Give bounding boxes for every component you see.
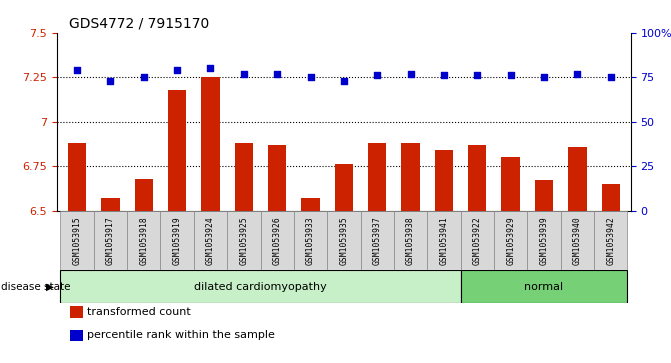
Text: GSM1053917: GSM1053917 — [106, 216, 115, 265]
Bar — [401, 143, 420, 211]
Text: GSM1053922: GSM1053922 — [473, 216, 482, 265]
Bar — [501, 157, 520, 211]
Text: normal: normal — [525, 282, 564, 292]
Text: GSM1053942: GSM1053942 — [606, 216, 615, 265]
Bar — [360, 211, 394, 270]
Bar — [594, 211, 627, 270]
Point — [539, 74, 550, 80]
Point — [272, 71, 282, 77]
Text: GDS4772 / 7915170: GDS4772 / 7915170 — [68, 16, 209, 30]
Bar — [527, 211, 561, 270]
Bar — [468, 145, 486, 211]
Text: GSM1053941: GSM1053941 — [440, 216, 448, 265]
Text: disease state: disease state — [1, 282, 70, 292]
Bar — [460, 270, 627, 303]
Text: GSM1053940: GSM1053940 — [573, 216, 582, 265]
Bar — [460, 211, 494, 270]
Point — [205, 65, 216, 71]
Bar — [535, 180, 553, 211]
Bar — [194, 211, 227, 270]
Text: percentile rank within the sample: percentile rank within the sample — [87, 330, 275, 340]
Text: GSM1053929: GSM1053929 — [506, 216, 515, 265]
Bar — [327, 211, 360, 270]
Bar — [94, 211, 127, 270]
Bar — [494, 211, 527, 270]
Point — [505, 73, 516, 78]
Bar — [60, 270, 460, 303]
Bar — [335, 164, 353, 211]
Point — [238, 71, 249, 77]
Text: GSM1053938: GSM1053938 — [406, 216, 415, 265]
Bar — [602, 184, 620, 211]
Bar — [294, 211, 327, 270]
Point — [338, 78, 349, 83]
Point — [605, 74, 616, 80]
Bar — [135, 179, 153, 211]
Text: transformed count: transformed count — [87, 307, 191, 317]
Bar — [127, 211, 160, 270]
Point — [439, 73, 450, 78]
Bar — [368, 143, 386, 211]
Point — [72, 67, 83, 73]
Bar — [427, 211, 460, 270]
Text: GSM1053933: GSM1053933 — [306, 216, 315, 265]
Point — [172, 67, 183, 73]
Bar — [301, 198, 319, 211]
Point — [372, 73, 382, 78]
Bar — [101, 198, 119, 211]
Bar — [435, 150, 453, 211]
Text: GSM1053939: GSM1053939 — [539, 216, 548, 265]
Text: ▶: ▶ — [46, 282, 54, 292]
Point — [472, 73, 482, 78]
Point — [138, 74, 149, 80]
Bar — [561, 211, 594, 270]
Text: GSM1053919: GSM1053919 — [172, 216, 182, 265]
Text: GSM1053926: GSM1053926 — [272, 216, 282, 265]
Bar — [60, 211, 94, 270]
Bar — [201, 77, 219, 211]
Text: GSM1053915: GSM1053915 — [72, 216, 82, 265]
Bar — [160, 211, 194, 270]
Bar — [68, 143, 86, 211]
Text: GSM1053924: GSM1053924 — [206, 216, 215, 265]
Text: GSM1053937: GSM1053937 — [373, 216, 382, 265]
Bar — [268, 145, 287, 211]
Bar — [235, 143, 253, 211]
Text: dilated cardiomyopathy: dilated cardiomyopathy — [194, 282, 327, 292]
Point — [405, 71, 416, 77]
Point — [105, 78, 116, 83]
Bar — [227, 211, 260, 270]
Text: GSM1053935: GSM1053935 — [340, 216, 348, 265]
Bar — [394, 211, 427, 270]
Bar — [260, 211, 294, 270]
Point — [305, 74, 316, 80]
Text: GSM1053918: GSM1053918 — [140, 216, 148, 265]
Bar — [568, 147, 586, 211]
Point — [572, 71, 582, 77]
Text: GSM1053925: GSM1053925 — [240, 216, 248, 265]
Bar — [168, 90, 187, 211]
